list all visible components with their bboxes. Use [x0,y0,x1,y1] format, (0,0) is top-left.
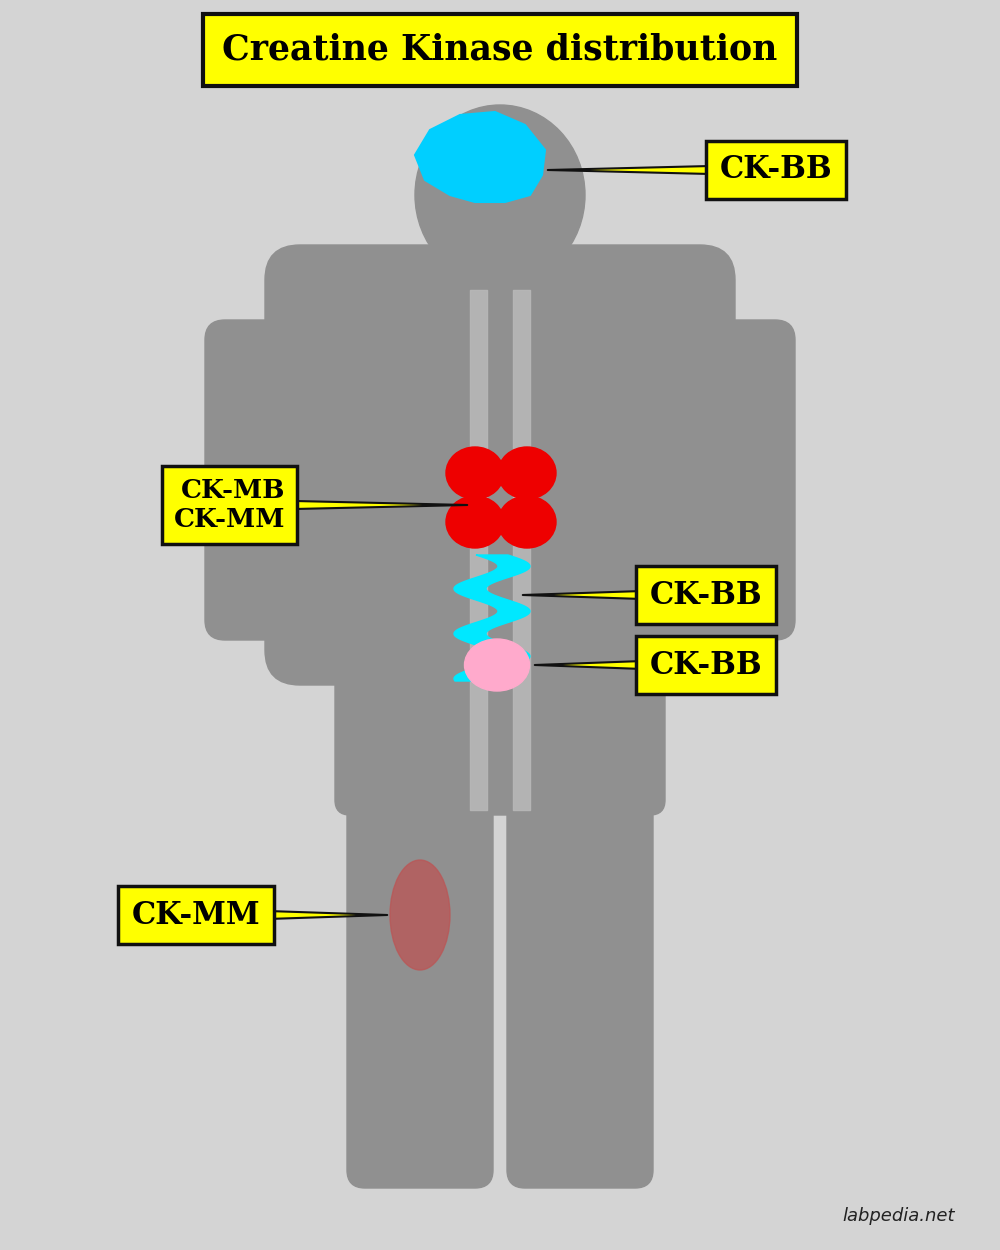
Ellipse shape [415,105,585,285]
FancyBboxPatch shape [335,605,665,815]
FancyBboxPatch shape [265,245,735,685]
Ellipse shape [446,496,504,548]
Ellipse shape [498,496,556,548]
Text: CK-BB: CK-BB [720,155,833,185]
FancyBboxPatch shape [680,320,795,640]
Text: CK-BB: CK-BB [650,650,763,680]
Ellipse shape [390,860,450,970]
FancyBboxPatch shape [507,742,653,1188]
FancyBboxPatch shape [465,235,535,300]
Text: CK-MM: CK-MM [131,900,260,930]
Text: Creatine Kinase distribution: Creatine Kinase distribution [222,32,778,68]
Text: labpedia.net: labpedia.net [843,1208,955,1225]
FancyBboxPatch shape [205,320,320,640]
Ellipse shape [464,639,530,691]
Polygon shape [454,555,530,681]
Text: CK-MB
CK-MM: CK-MB CK-MM [174,478,285,532]
Text: CK-BB: CK-BB [650,580,763,610]
Ellipse shape [446,448,504,499]
Polygon shape [415,112,545,202]
Ellipse shape [498,448,556,499]
FancyBboxPatch shape [347,742,493,1188]
